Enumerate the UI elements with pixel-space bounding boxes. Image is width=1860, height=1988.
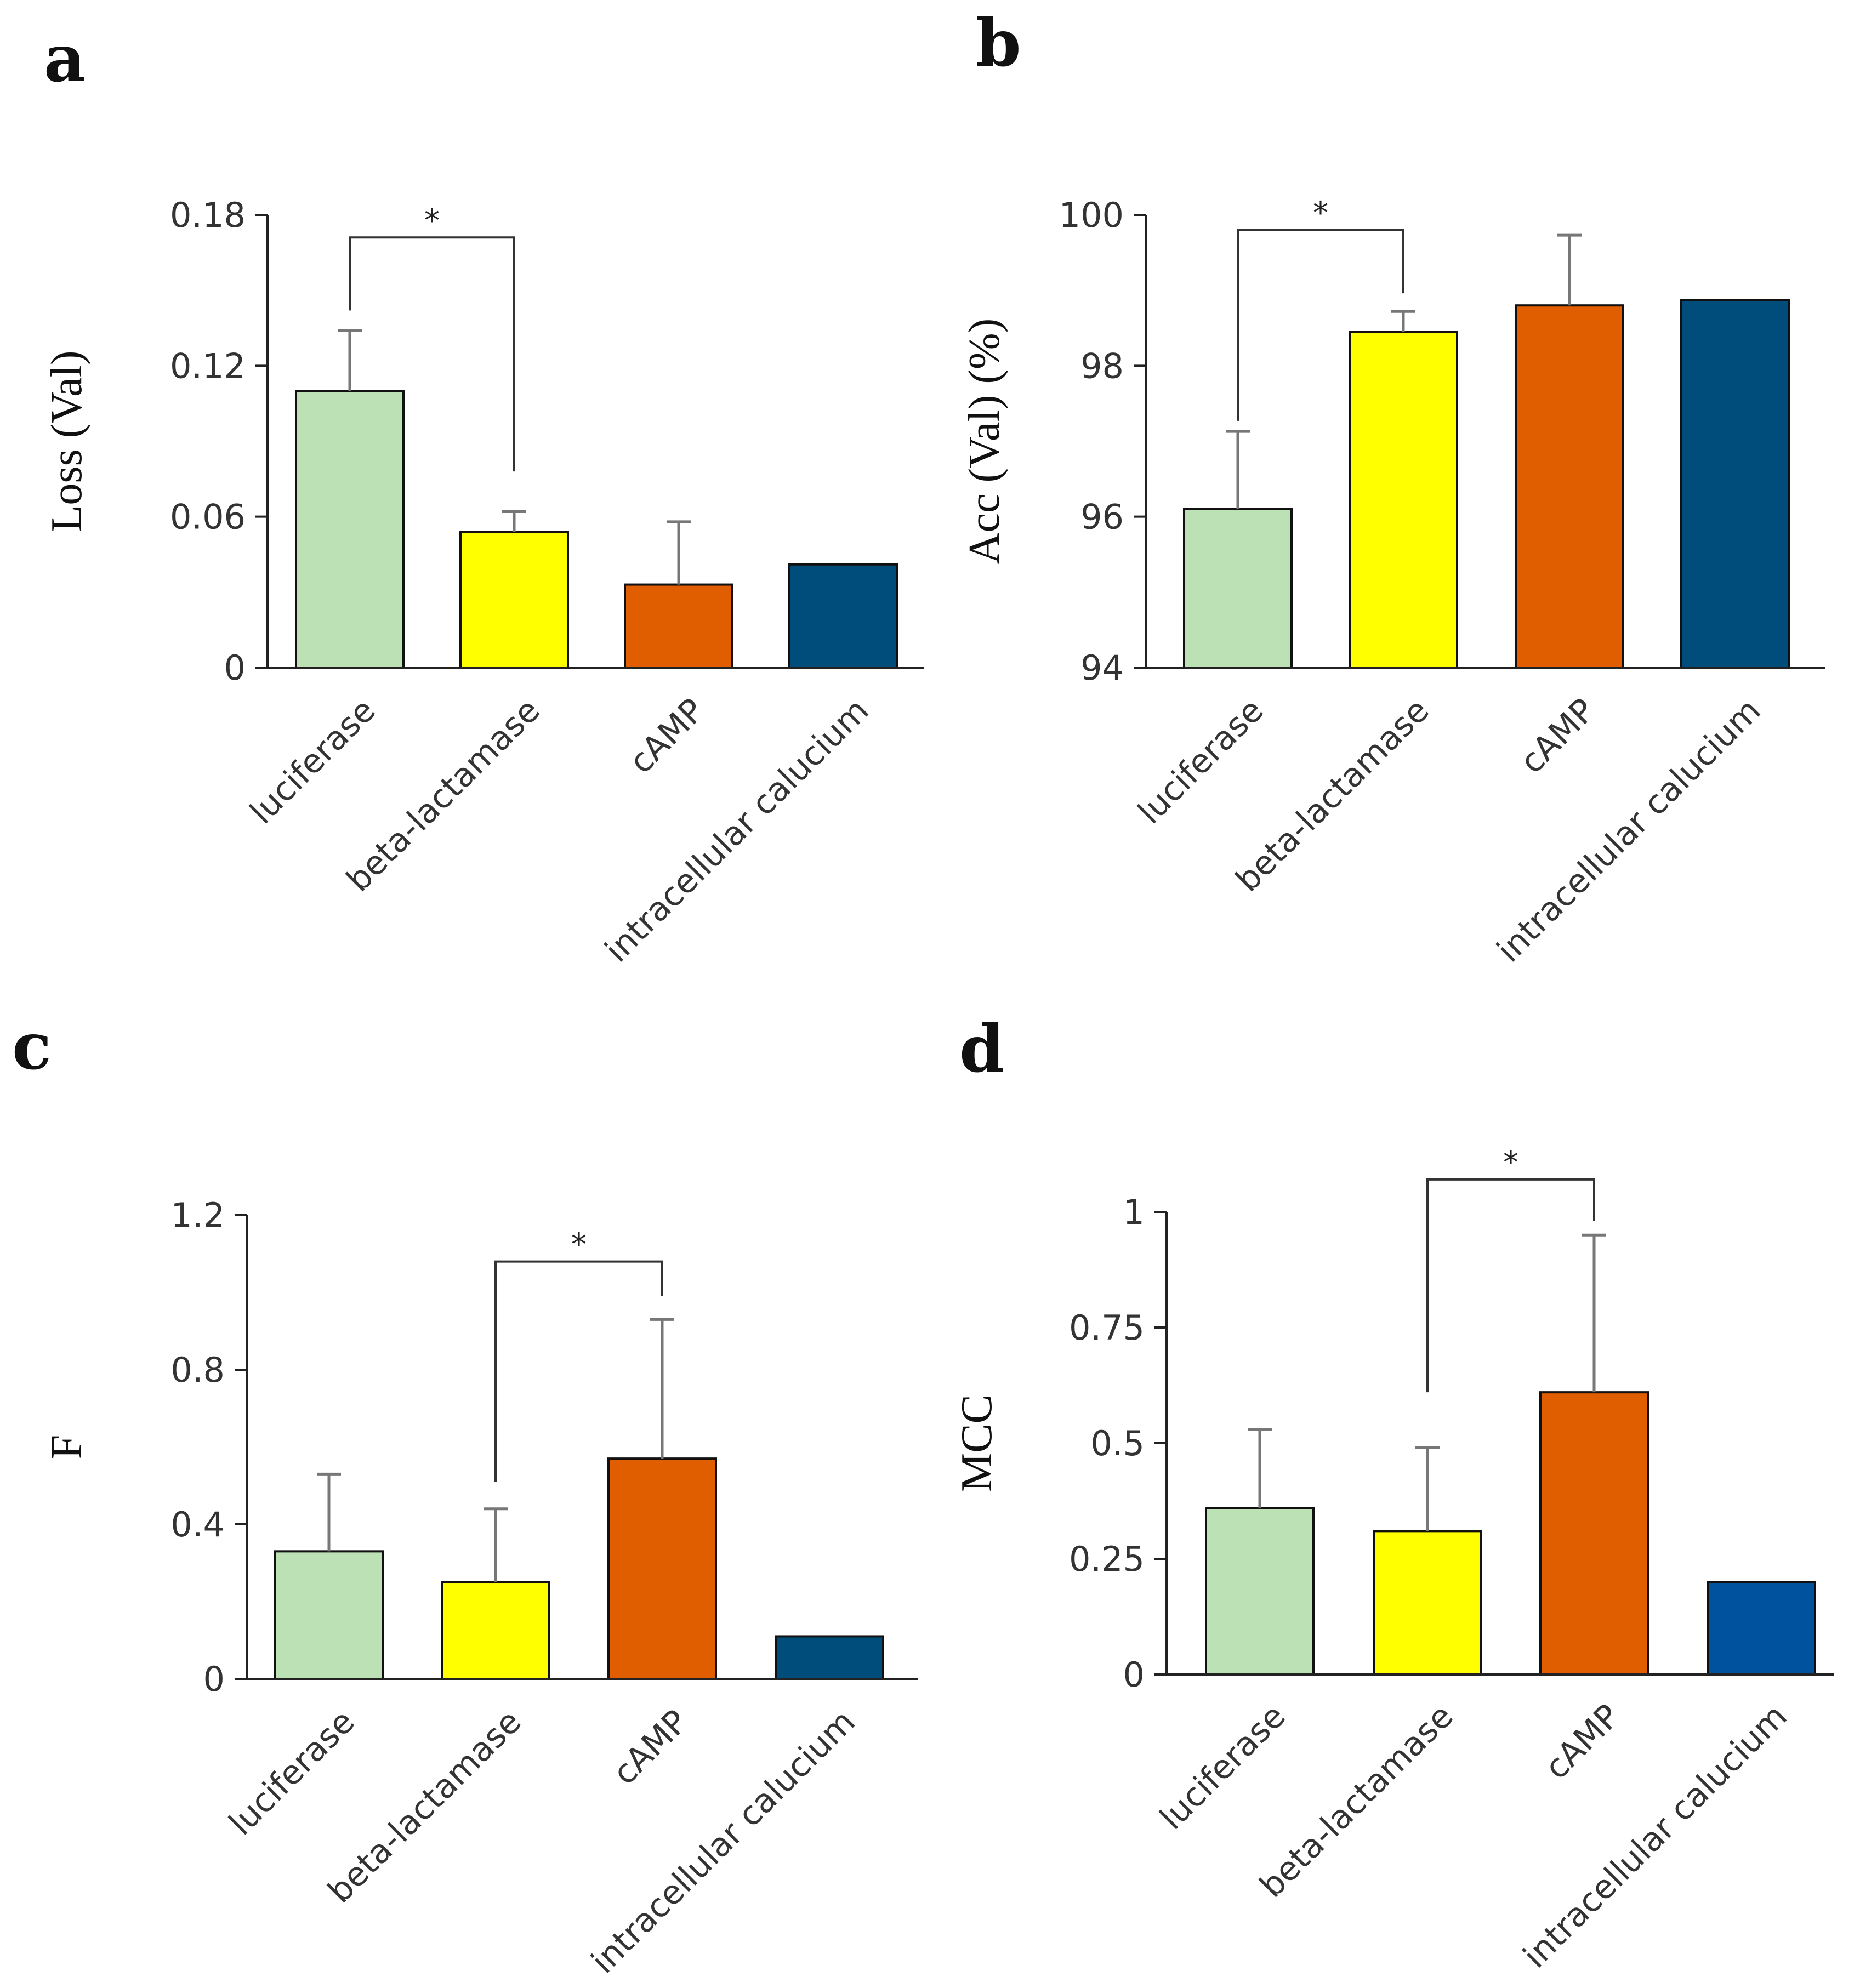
y-tick-label: 98	[1080, 346, 1124, 386]
significance-star: *	[1503, 1145, 1518, 1181]
significance-bracket	[494, 1260, 663, 1482]
bar	[607, 1457, 717, 1680]
bar	[1680, 299, 1790, 669]
y-tick-label: 0	[224, 648, 246, 688]
panel-letter: d	[959, 1011, 1005, 1087]
bar	[441, 1581, 550, 1680]
category-label: cAMP	[1538, 1697, 1628, 1787]
category-label: cAMP	[622, 691, 712, 781]
panel-letter: c	[12, 1008, 52, 1084]
y-tick-label: 0.12	[170, 346, 246, 386]
panel-letter: b	[976, 5, 1021, 81]
y-tick-label: 0.5	[1090, 1423, 1145, 1463]
y-tick-label: 0.8	[170, 1350, 225, 1390]
y-tick-label: 0	[1123, 1655, 1145, 1695]
y-tick-label: 100	[1059, 195, 1124, 235]
y-tick-label: 0.4	[170, 1505, 225, 1545]
chart-panel-d: d00.250.50.751*MCCluciferasebeta-lactama…	[953, 1011, 1834, 1975]
bar	[1707, 1581, 1816, 1676]
bar	[1539, 1391, 1649, 1676]
panel-letter: a	[44, 20, 86, 96]
bar	[788, 563, 898, 669]
bar	[274, 1550, 384, 1681]
significance-bracket	[349, 236, 515, 472]
significance-star: *	[1313, 196, 1328, 231]
bar	[459, 531, 569, 669]
category-label: intracellular calucium	[598, 691, 876, 970]
chart-panel-a: a00.060.120.18 *Loss (Val)luciferasebeta-…	[43, 20, 924, 970]
y-tick-label: 0.25	[1069, 1539, 1145, 1579]
bar	[295, 390, 405, 669]
y-axis-title: Acc (Val) (%)	[960, 318, 1009, 565]
y-axis-title: Loss (Val)	[43, 350, 91, 532]
bar	[775, 1635, 884, 1680]
y-tick-label: 1	[1123, 1192, 1145, 1232]
significance-star: *	[424, 203, 440, 238]
y-axis-title: F	[43, 1435, 91, 1460]
category-label: intracellular calucium	[1489, 691, 1768, 970]
y-tick-label: 0.06	[170, 497, 246, 537]
category-label: cAMP	[1513, 691, 1603, 781]
category-label: cAMP	[606, 1702, 696, 1792]
category-label: luciferase	[1153, 1697, 1293, 1837]
category-label: luciferase	[222, 1702, 362, 1843]
bar	[1349, 331, 1458, 669]
bar	[624, 583, 733, 669]
y-axis-title: MCC	[953, 1394, 1001, 1492]
y-tick-label: 0	[203, 1659, 225, 1699]
y-tick-label: 96	[1080, 497, 1124, 537]
y-tick-label: 94	[1080, 648, 1124, 688]
bar	[1183, 508, 1293, 669]
bar	[1205, 1507, 1315, 1676]
significance-bracket	[1426, 1178, 1595, 1393]
y-tick-label: 1.2	[170, 1195, 225, 1235]
category-label: luciferase	[243, 691, 383, 831]
y-tick-label: 0.75	[1069, 1308, 1145, 1348]
significance-bracket	[1237, 229, 1404, 421]
category-label: luciferase	[1131, 691, 1271, 831]
bar	[1373, 1530, 1482, 1676]
y-tick-label: 0.18	[170, 195, 246, 235]
significance-star: *	[571, 1227, 587, 1263]
bar	[1515, 304, 1624, 669]
